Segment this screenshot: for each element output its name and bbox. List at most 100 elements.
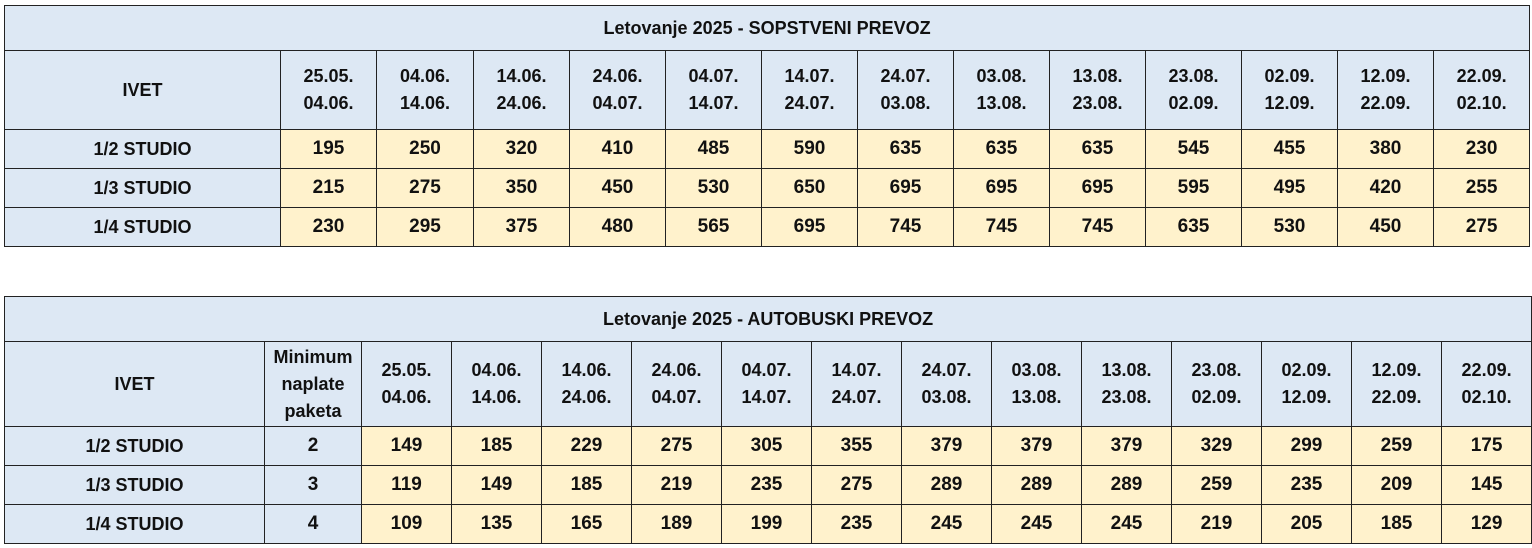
period-start: 24.06. bbox=[592, 66, 643, 86]
period-end: 04.07. bbox=[592, 93, 643, 113]
price-cell: 480 bbox=[569, 207, 666, 247]
price-cell: 245 bbox=[1081, 504, 1172, 544]
price-cell: 275 bbox=[631, 426, 722, 466]
period-start: 02.09. bbox=[1264, 66, 1315, 86]
price-cell: 635 bbox=[1145, 207, 1242, 247]
period-end: 04.06. bbox=[381, 387, 432, 407]
room-type: 1/3 STUDIO bbox=[4, 168, 281, 208]
table-row: 1/4 STUDIO 4 109 135 165 189 199 235 245 245 245 21… bbox=[4, 504, 1532, 544]
period-start: 13.08. bbox=[1101, 360, 1152, 380]
table-row: 1/2 STUDIO 195 250 320 410 485 590 635 635 635 545… bbox=[4, 129, 1531, 169]
period-end: 24.06. bbox=[496, 93, 547, 113]
period-header: 24.06. 04.07. bbox=[631, 341, 722, 427]
period-header: 03.08. 13.08. bbox=[953, 50, 1050, 130]
table-row: 1/2 STUDIO 2 149 185 229 275 305 355 379 379 379 32… bbox=[4, 426, 1532, 466]
period-header: 04.07. 14.07. bbox=[721, 341, 812, 427]
price-cell: 565 bbox=[665, 207, 762, 247]
price-cell: 235 bbox=[811, 504, 902, 544]
price-cell: 355 bbox=[811, 426, 902, 466]
period-start: 03.08. bbox=[1011, 360, 1062, 380]
price-cell: 185 bbox=[541, 465, 632, 505]
period-start: 12.09. bbox=[1360, 66, 1411, 86]
period-start: 03.08. bbox=[976, 66, 1027, 86]
price-cell: 545 bbox=[1145, 129, 1242, 169]
period-end: 13.08. bbox=[1011, 387, 1062, 407]
price-cell: 209 bbox=[1351, 465, 1442, 505]
price-cell: 379 bbox=[1081, 426, 1172, 466]
price-cell: 149 bbox=[361, 426, 452, 466]
period-end: 13.08. bbox=[976, 93, 1027, 113]
period-header: 02.09. 12.09. bbox=[1261, 341, 1352, 427]
price-cell: 229 bbox=[541, 426, 632, 466]
period-start: 13.08. bbox=[1072, 66, 1123, 86]
price-cell: 109 bbox=[361, 504, 452, 544]
period-start: 25.05. bbox=[303, 66, 354, 86]
table-title: Letovanje 2025 - SOPSTVENI PREVOZ bbox=[3, 5, 1531, 51]
period-end: 12.09. bbox=[1264, 93, 1315, 113]
period-start: 04.06. bbox=[471, 360, 522, 380]
room-type: 1/2 STUDIO bbox=[4, 129, 281, 169]
table-row: 1/4 STUDIO 230 295 375 480 565 695 745 745 745 635… bbox=[4, 207, 1531, 247]
period-header: 25.05. 04.06. bbox=[280, 50, 377, 130]
price-cell: 635 bbox=[953, 129, 1050, 169]
period-start: 12.09. bbox=[1371, 360, 1422, 380]
price-cell: 255 bbox=[1432, 168, 1531, 208]
price-cell: 650 bbox=[761, 168, 858, 208]
period-end: 23.08. bbox=[1072, 93, 1123, 113]
price-cell: 595 bbox=[1145, 168, 1242, 208]
price-cell: 695 bbox=[761, 207, 858, 247]
period-start: 04.07. bbox=[688, 66, 739, 86]
title-row: Letovanje 2025 - AUTOBUSKI PREVOZ bbox=[3, 296, 1532, 342]
period-header: 13.08. 23.08. bbox=[1081, 341, 1172, 427]
room-type: 1/3 STUDIO bbox=[4, 465, 265, 505]
period-header: 04.07. 14.07. bbox=[665, 50, 762, 130]
minimum-header-line: paketa bbox=[284, 400, 342, 421]
period-start: 14.06. bbox=[496, 66, 547, 86]
period-end: 04.06. bbox=[303, 93, 354, 113]
table-title: Letovanje 2025 - AUTOBUSKI PREVOZ bbox=[3, 296, 1532, 342]
price-cell: 375 bbox=[473, 207, 570, 247]
price-cell: 245 bbox=[901, 504, 992, 544]
header-row: IVET Minimum naplate paketa 25.05. 04.06. 04.0… bbox=[4, 341, 1532, 427]
period-header: 04.06. 14.06. bbox=[376, 50, 474, 130]
price-cell: 275 bbox=[811, 465, 902, 505]
table-row: 1/3 STUDIO 3 119 149 185 219 235 275 289 289 289 25… bbox=[4, 465, 1532, 505]
price-cell: 259 bbox=[1351, 426, 1442, 466]
minimum-value: 2 bbox=[264, 426, 362, 466]
title-row: Letovanje 2025 - SOPSTVENI PREVOZ bbox=[3, 5, 1531, 51]
price-cell: 289 bbox=[1081, 465, 1172, 505]
price-cell: 530 bbox=[665, 168, 762, 208]
period-start: 23.08. bbox=[1191, 360, 1242, 380]
period-end: 04.07. bbox=[651, 387, 702, 407]
room-type: 1/4 STUDIO bbox=[4, 207, 281, 247]
price-cell: 455 bbox=[1241, 129, 1338, 169]
price-cell: 295 bbox=[376, 207, 474, 247]
price-cell: 235 bbox=[721, 465, 812, 505]
period-end: 22.09. bbox=[1371, 387, 1422, 407]
price-cell: 450 bbox=[569, 168, 666, 208]
price-cell: 450 bbox=[1337, 207, 1434, 247]
period-header: 14.07. 24.07. bbox=[811, 341, 902, 427]
price-table-own-transport: Letovanje 2025 - SOPSTVENI PREVOZ IVET 25.… bbox=[3, 5, 1531, 247]
price-cell: 410 bbox=[569, 129, 666, 169]
price-cell: 230 bbox=[280, 207, 377, 247]
period-end: 02.10. bbox=[1456, 93, 1507, 113]
price-cell: 259 bbox=[1171, 465, 1262, 505]
price-cell: 145 bbox=[1440, 465, 1532, 505]
period-header: 12.09. 22.09. bbox=[1337, 50, 1434, 130]
price-cell: 695 bbox=[1049, 168, 1146, 208]
period-end: 23.08. bbox=[1101, 387, 1152, 407]
period-header: 23.08. 02.09. bbox=[1145, 50, 1242, 130]
price-cell: 119 bbox=[361, 465, 452, 505]
price-cell: 245 bbox=[991, 504, 1082, 544]
minimum-header-line: Minimum bbox=[273, 346, 353, 367]
price-cell: 189 bbox=[631, 504, 722, 544]
price-cell: 745 bbox=[1049, 207, 1146, 247]
period-header: 23.08. 02.09. bbox=[1171, 341, 1262, 427]
price-cell: 495 bbox=[1241, 168, 1338, 208]
period-end: 02.09. bbox=[1168, 93, 1219, 113]
period-header: 24.06. 04.07. bbox=[569, 50, 666, 130]
price-cell: 250 bbox=[376, 129, 474, 169]
price-cell: 299 bbox=[1261, 426, 1352, 466]
price-cell: 590 bbox=[761, 129, 858, 169]
